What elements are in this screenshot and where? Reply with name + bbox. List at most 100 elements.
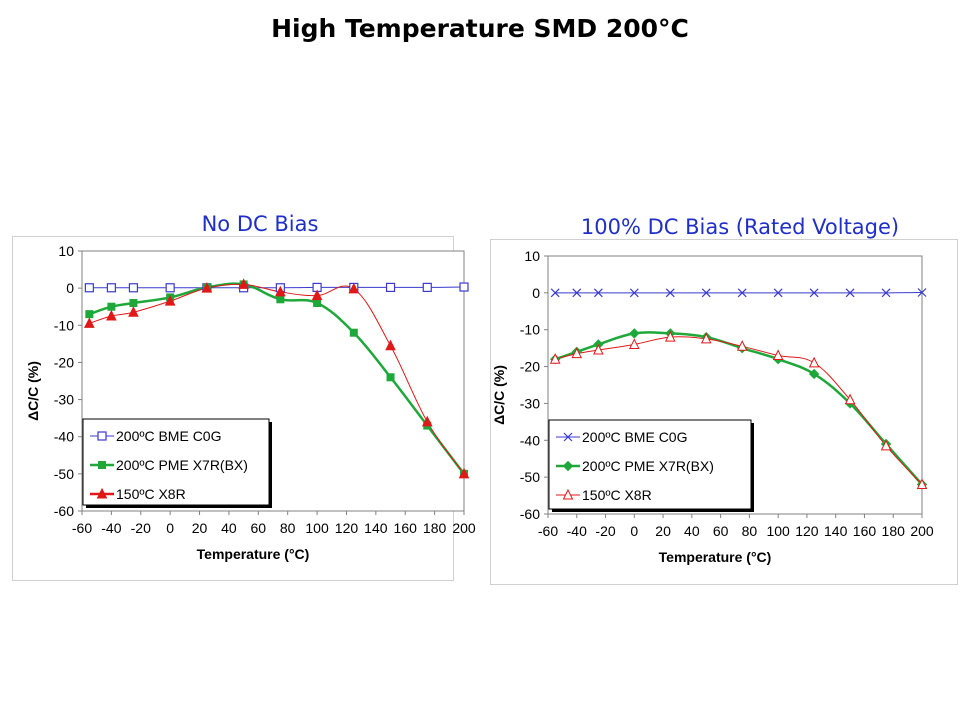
data-point-s2: [628, 338, 640, 349]
x-tick-label: -40: [101, 520, 121, 536]
legend-key-2-marker: [562, 488, 574, 500]
legend-label-2: 150ºC X8R: [582, 487, 652, 503]
legend-label-1: 200ºC PME X7R(BX): [116, 457, 248, 473]
x-tick-label: 120: [335, 520, 359, 536]
legend-label-0: 200ºC BME C0G: [582, 429, 688, 445]
y-tick-label: -60: [54, 503, 74, 519]
y-tick-label: -20: [54, 354, 74, 370]
y-tick-label: -50: [54, 466, 74, 482]
y-tick-label: 0: [532, 285, 540, 301]
y-tick-label: -30: [54, 392, 74, 408]
x-tick-label: 180: [423, 520, 447, 536]
data-point-s0: [550, 288, 560, 298]
x-tick-label: -60: [72, 520, 92, 536]
x-tick-label: -20: [595, 523, 615, 539]
data-point-s2: [201, 282, 213, 293]
data-point-s1: [808, 368, 820, 380]
legend-key-1-marker: [562, 460, 574, 472]
x-tick-label: 20: [192, 520, 208, 536]
data-point-s0: [665, 288, 675, 298]
x-tick-label: 140: [364, 520, 388, 536]
y-tick-label: 0: [66, 280, 74, 296]
data-point-s2: [593, 343, 604, 355]
data-point-s2: [311, 289, 323, 301]
data-point-s0: [165, 283, 175, 293]
x-tick-label: 200: [452, 520, 476, 536]
data-point-s2: [700, 332, 712, 344]
data-point-s2: [275, 285, 286, 297]
data-point-s1: [386, 373, 395, 382]
y-tick-label: 10: [58, 243, 74, 259]
x-tick-label: 80: [742, 523, 758, 539]
y-tick-label: -60: [520, 506, 540, 522]
x-tick-label: 40: [684, 523, 700, 539]
data-point-s1: [129, 299, 138, 307]
data-point-s2: [549, 353, 561, 364]
x-tick-label: 140: [824, 523, 848, 539]
data-point-s2: [844, 393, 856, 405]
x-tick-label: 100: [305, 520, 329, 536]
data-point-s0: [917, 288, 927, 297]
legend-label-1: 200ºC PME X7R(BX): [582, 458, 714, 474]
slide-title: High Temperature SMD 200°C: [271, 14, 689, 43]
y-tick-label: 10: [524, 248, 540, 264]
y-tick-label: -40: [54, 429, 74, 445]
data-point-s0: [572, 288, 582, 298]
data-point-s2: [238, 278, 249, 289]
data-point-s0: [701, 288, 711, 298]
x-tick-label: 60: [713, 523, 729, 539]
legend: 200ºC BME C0G 200ºC PME X7R(BX) 150ºC X8R: [82, 418, 272, 508]
data-point-s1: [349, 328, 358, 337]
data-point-s0: [629, 288, 639, 298]
chart-100-dc-bias: 100-10-20-30-40-50-60-60 -40 -20 0 20 40 60 80 1…: [490, 239, 958, 585]
data-point-s1: [276, 295, 285, 304]
data-point-s0: [84, 283, 94, 293]
data-point-s2: [571, 347, 583, 359]
legend: 200ºC BME C0G 200ºC PME X7R(BX) 150ºC X8R: [548, 419, 754, 512]
chart-title-dc-bias: 100% DC Bias (Rated Voltage): [580, 215, 900, 239]
legend-box: [82, 418, 270, 506]
data-point-s2: [128, 306, 139, 317]
data-point-s0: [128, 283, 139, 293]
x-tick-label: 100: [766, 523, 790, 539]
data-point-s0: [385, 282, 396, 293]
x-tick-label: 0: [166, 520, 174, 536]
data-point-s0: [106, 283, 116, 293]
data-point-s2: [164, 295, 176, 306]
data-point-s2: [916, 478, 928, 490]
y-axis-label: ΔC/C (%): [25, 361, 41, 421]
data-point-s2: [664, 330, 676, 342]
data-point-s1: [313, 299, 322, 307]
data-point-s0: [809, 288, 819, 298]
x-tick-label: -20: [131, 520, 151, 536]
x-tick-label: 20: [655, 523, 671, 539]
legend-key-2-marker: [96, 487, 108, 499]
x-tick-label: 160: [853, 523, 877, 539]
chart-title-no-bias: No DC Bias: [201, 212, 319, 236]
data-point-s0: [845, 288, 855, 298]
data-point-s0: [593, 288, 603, 298]
legend-box: [548, 419, 752, 510]
data-point-s2: [880, 439, 892, 451]
x-tick-label: 120: [795, 523, 819, 539]
data-point-s2: [84, 317, 95, 328]
x-tick-label: 160: [394, 520, 418, 536]
data-point-s2: [772, 349, 784, 361]
y-tick-label: -10: [520, 322, 540, 338]
x-axis-label: Temperature (°C): [659, 549, 772, 565]
x-tick-label: 0: [630, 523, 638, 539]
data-point-s1: [629, 328, 640, 339]
y-tick-label: -50: [520, 469, 540, 485]
data-point-s2: [106, 309, 117, 321]
x-tick-label: 60: [251, 520, 267, 536]
data-point-s1: [107, 302, 116, 311]
legend-label-2: 150ºC X8R: [116, 486, 186, 502]
x-axis-label: Temperature (°C): [197, 546, 310, 562]
data-point-s0: [459, 282, 469, 292]
y-tick-label: -30: [520, 395, 540, 411]
data-point-s2: [385, 339, 396, 351]
x-tick-label: -60: [538, 523, 558, 539]
data-point-s2: [348, 282, 360, 294]
data-point-s2: [736, 340, 748, 351]
x-tick-label: 80: [280, 520, 296, 536]
